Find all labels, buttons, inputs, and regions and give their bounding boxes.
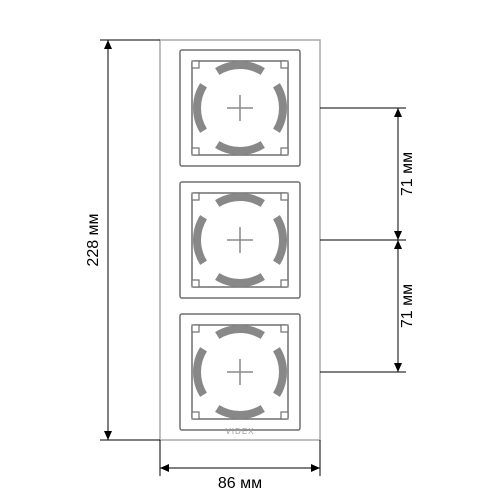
socket-module-3 <box>180 314 300 430</box>
dim-label-module_h_lower: 71 мм <box>399 284 416 328</box>
socket-module-2 <box>180 182 300 298</box>
socket-module-1 <box>180 50 300 166</box>
dim-label-module_h_upper: 71 мм <box>399 152 416 196</box>
dim-label-width: 86 мм <box>218 475 262 492</box>
brand-label: VIDEX <box>225 427 254 436</box>
dim-label-height: 228 мм <box>85 213 102 266</box>
